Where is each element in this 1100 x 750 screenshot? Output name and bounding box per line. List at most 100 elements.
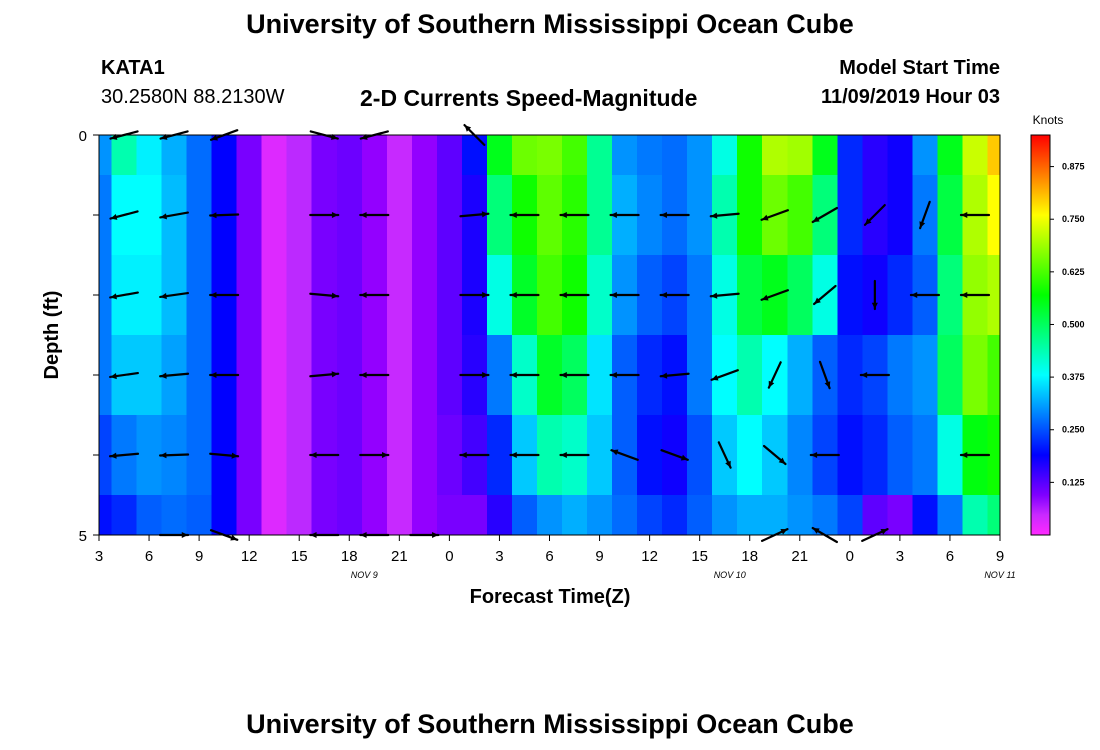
current-vector bbox=[509, 291, 540, 299]
heatmap-cell bbox=[737, 495, 763, 536]
heatmap-cell bbox=[536, 415, 563, 496]
heatmap-cell bbox=[837, 255, 863, 336]
date-label: NOV 10 bbox=[714, 570, 746, 580]
current-vector bbox=[309, 211, 340, 219]
heatmap-cell bbox=[361, 135, 388, 176]
heatmap-cell bbox=[336, 495, 363, 536]
current-vector bbox=[359, 291, 390, 299]
colorbar-tick-label: 0.375 bbox=[1062, 372, 1085, 382]
current-vector bbox=[959, 211, 991, 219]
heatmap-cell bbox=[286, 135, 313, 176]
heatmap-cell bbox=[386, 175, 413, 256]
heatmap-cell bbox=[962, 495, 989, 536]
heatmap-cell bbox=[99, 495, 113, 536]
heatmap-cell bbox=[637, 415, 663, 496]
heatmap-cell bbox=[587, 175, 613, 256]
heatmap-cell bbox=[411, 415, 438, 496]
heatmap-cell bbox=[587, 135, 613, 176]
heatmap-cell bbox=[261, 175, 288, 256]
current-vector bbox=[158, 452, 190, 459]
heatmap-cell bbox=[937, 495, 964, 536]
current-vector bbox=[459, 211, 490, 218]
heatmap-cell bbox=[436, 335, 463, 416]
x-tick-label: 9 bbox=[195, 548, 203, 565]
current-vector bbox=[559, 371, 590, 379]
current-vector bbox=[811, 206, 839, 224]
model-start-time: 11/09/2019 Hour 03 bbox=[820, 86, 1000, 108]
heatmap-cell bbox=[136, 175, 163, 256]
heatmap-cell bbox=[587, 415, 613, 496]
heatmap-cell bbox=[99, 255, 113, 336]
heatmap-cell bbox=[186, 255, 213, 336]
heatmap-cell bbox=[386, 415, 413, 496]
heatmap-cell bbox=[812, 135, 838, 176]
heatmap-cell bbox=[962, 135, 989, 176]
heatmap-cell bbox=[436, 175, 463, 256]
colorbar-tick-label: 0.125 bbox=[1062, 477, 1085, 487]
current-vector bbox=[109, 371, 139, 380]
x-tick-label: 0 bbox=[846, 548, 854, 565]
heatmap-cell bbox=[536, 255, 563, 336]
heatmap-cell bbox=[286, 175, 313, 256]
heatmap-cell bbox=[161, 135, 188, 176]
current-vector bbox=[659, 211, 690, 219]
current-vector bbox=[919, 200, 931, 230]
heatmap-cell bbox=[787, 175, 813, 256]
heatmap-cell bbox=[436, 255, 463, 336]
heatmap-cell bbox=[436, 415, 463, 496]
colorbar-tick-label: 0.500 bbox=[1062, 319, 1085, 329]
heatmap-cell bbox=[311, 135, 338, 176]
heatmap-cell bbox=[937, 135, 964, 176]
heatmap-cell bbox=[887, 175, 914, 256]
heatmap-cell bbox=[436, 495, 463, 536]
colorbar: Knots 0.125 0.250 0.375 0.500 0.625 0.750 0.87… bbox=[1030, 113, 1085, 536]
model-start-label: Model Start Time bbox=[839, 57, 1000, 79]
heatmap-cell bbox=[737, 415, 763, 496]
heatmap-cell bbox=[937, 255, 964, 336]
heatmap-cell bbox=[486, 135, 513, 176]
heatmap-cell bbox=[737, 135, 763, 176]
heatmap-cell bbox=[386, 255, 413, 336]
heatmap-cell bbox=[411, 495, 438, 536]
heatmap-cell bbox=[486, 495, 513, 536]
heatmap-cell bbox=[687, 415, 713, 496]
heatmap-cell bbox=[486, 255, 513, 336]
heatmap-cell bbox=[99, 135, 113, 176]
heatmap-cell bbox=[336, 175, 363, 256]
current-vector bbox=[859, 371, 890, 379]
current-vector bbox=[710, 369, 739, 381]
heatmap-cell bbox=[912, 135, 939, 176]
heatmap-cell bbox=[336, 335, 363, 416]
x-tick-label: 9 bbox=[595, 548, 603, 565]
current-vector bbox=[559, 291, 590, 299]
heatmap-cell bbox=[587, 495, 613, 536]
heatmap-cell bbox=[887, 415, 914, 496]
current-vector bbox=[559, 451, 590, 459]
heatmap-cell bbox=[336, 415, 363, 496]
heatmap-cell bbox=[536, 175, 563, 256]
footer-title: University of Southern Mississippi Ocean… bbox=[246, 709, 854, 739]
heatmap-cell bbox=[837, 495, 863, 536]
heatmap-cell bbox=[386, 135, 413, 176]
x-tick-label: 9 bbox=[996, 548, 1004, 565]
colorbar-tick-label: 0.750 bbox=[1062, 214, 1085, 224]
heatmap-cell bbox=[186, 135, 213, 176]
heatmap-cell bbox=[511, 135, 538, 176]
heatmap-cell bbox=[762, 495, 788, 536]
heatmap-cell bbox=[912, 495, 939, 536]
heatmap-cell bbox=[536, 335, 563, 416]
heatmap-cell bbox=[411, 135, 438, 176]
heatmap-cell bbox=[687, 495, 713, 536]
heatmap-cell bbox=[186, 495, 213, 536]
heatmap-cell bbox=[486, 335, 513, 416]
heatmap-cell bbox=[236, 335, 263, 416]
heatmap-cell bbox=[411, 175, 438, 256]
heatmap-cell bbox=[562, 135, 588, 176]
current-vector bbox=[459, 451, 490, 459]
heatmap-cell bbox=[261, 335, 288, 416]
current-vector bbox=[209, 291, 240, 299]
heatmap-cell bbox=[111, 135, 138, 176]
date-label: NOV 11 bbox=[984, 570, 1015, 580]
heatmap-cell bbox=[687, 135, 713, 176]
current-vector bbox=[309, 451, 340, 459]
